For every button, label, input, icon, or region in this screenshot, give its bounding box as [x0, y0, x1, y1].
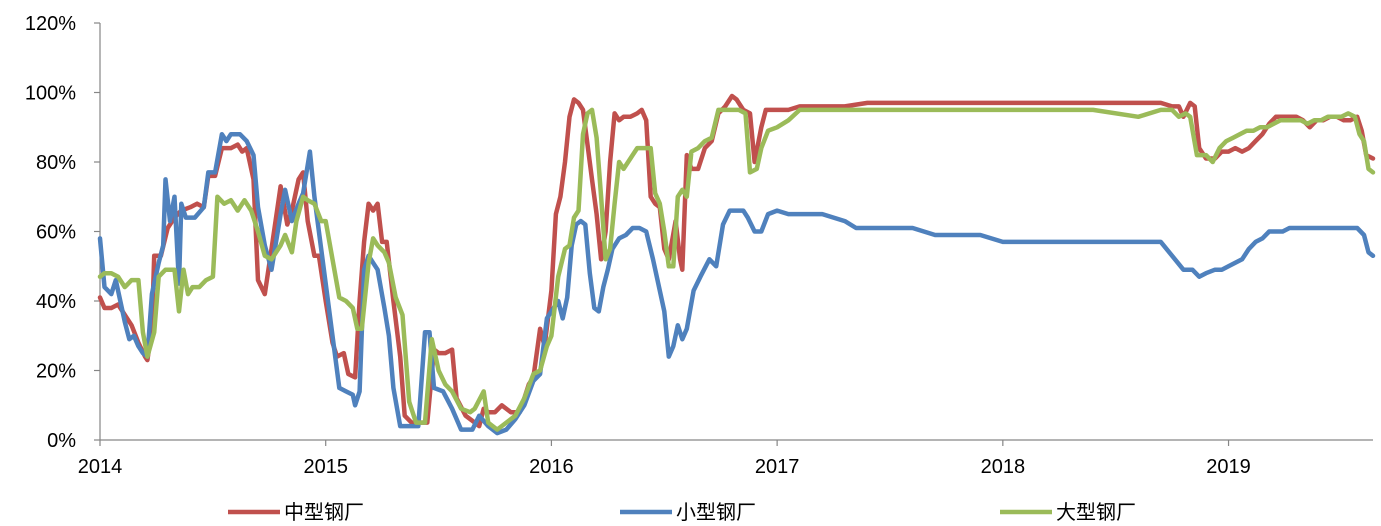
y-tick-label: 80% — [36, 152, 76, 174]
legend-label-2: 小型钢厂 — [676, 500, 756, 524]
x-tick-label: 2016 — [529, 456, 574, 478]
series-line-1 — [97, 93, 1376, 429]
y-tick-label: 100% — [25, 83, 76, 105]
y-tick-label: 0% — [47, 430, 76, 452]
y-tick-label: 40% — [36, 291, 76, 313]
y-axis: 0% 20% 40% 60% 80% 100% 120% — [25, 13, 101, 452]
x-tick-label: 2019 — [1206, 456, 1251, 478]
y-tick-label: 60% — [36, 222, 76, 244]
legend: 中型钢厂 小型钢厂 大型钢厂 — [228, 500, 1136, 524]
y-tick-label: 120% — [25, 13, 76, 35]
x-tick-label: 2018 — [981, 456, 1026, 478]
x-tick-label: 2015 — [303, 456, 348, 478]
series-line-2 — [97, 131, 1376, 436]
legend-label-3: 大型钢厂 — [1056, 500, 1136, 524]
series-layer — [97, 93, 1376, 436]
x-tick-label: 2014 — [78, 456, 123, 478]
legend-label-1: 中型钢厂 — [284, 500, 364, 524]
x-tick-label: 2017 — [755, 456, 800, 478]
y-tick-label: 20% — [36, 361, 76, 383]
series-line-3 — [97, 107, 1376, 432]
x-axis: 2014 2015 2016 2017 2018 2019 — [78, 439, 1373, 478]
